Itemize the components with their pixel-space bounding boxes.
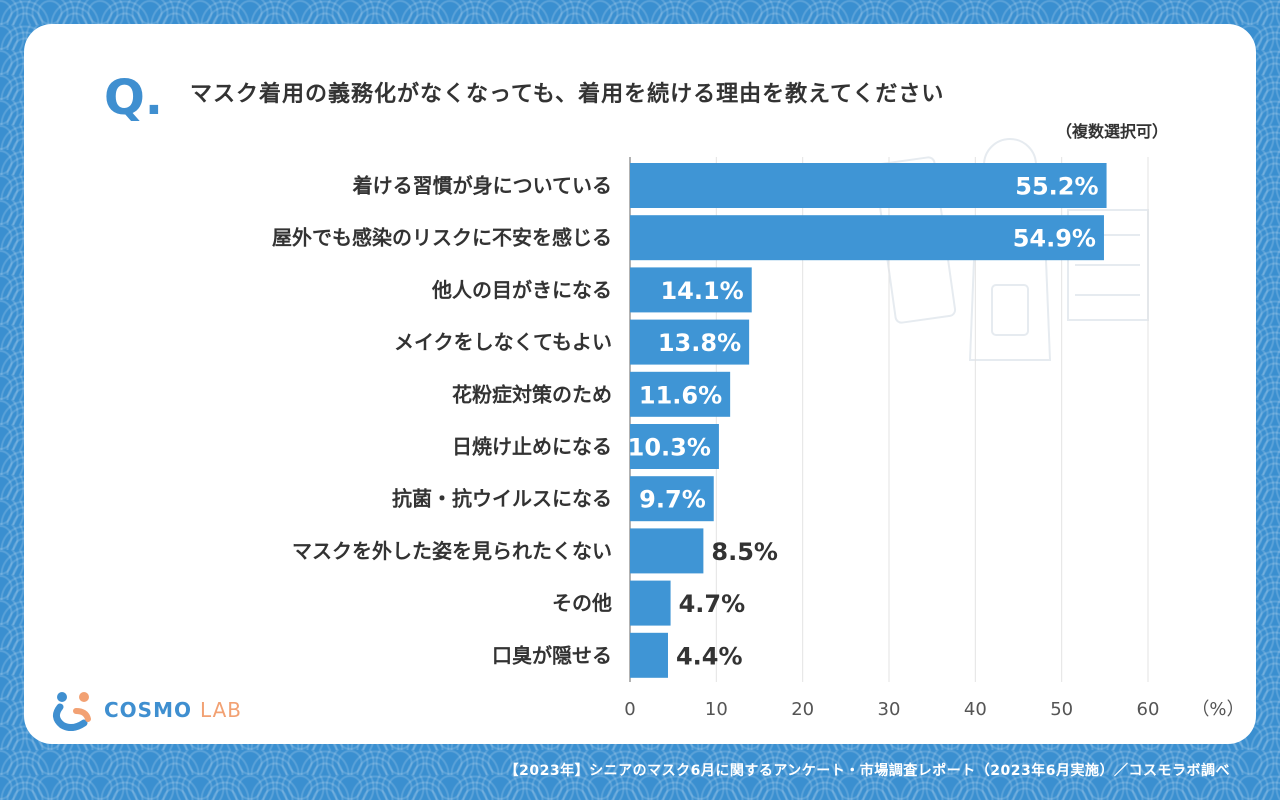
category-label-6: 日焼け止めになる [452, 435, 612, 459]
bar-8 [630, 528, 704, 574]
x-tick-label-10: 10 [705, 699, 728, 720]
bar-4 [630, 319, 750, 365]
category-label-1: 着ける習慣が身についている [352, 174, 612, 198]
logo-lab: LAB [199, 698, 242, 722]
x-tick-label-20: 20 [791, 699, 814, 720]
value-label-10: 4.4% [676, 642, 743, 670]
value-label-2: 54.9% [1013, 225, 1096, 253]
value-label-4: 13.8% [658, 329, 741, 357]
multiple-choice-note: （複数選択可） [1055, 122, 1168, 141]
value-label-9: 4.7% [679, 590, 746, 618]
value-label-3: 14.1% [660, 277, 743, 305]
value-label-8: 8.5% [711, 538, 778, 566]
category-label-3: 他人の目がきになる [431, 278, 612, 302]
bar-9 [630, 580, 671, 626]
cosmo-logo-icon [53, 692, 91, 731]
x-unit-label: （%） [1191, 699, 1244, 720]
category-label-5: 花粉症対策のため [452, 382, 612, 406]
bar-5 [630, 371, 731, 417]
value-label-7: 9.7% [639, 486, 706, 514]
logo-text: COSMO LAB [104, 698, 242, 722]
bar-3 [630, 267, 752, 313]
x-tick-label-30: 30 [878, 699, 901, 720]
category-label-8: マスクを外した姿を見られたくない [292, 539, 612, 563]
bar-6 [630, 424, 719, 469]
value-label-6: 10.3% [628, 434, 711, 462]
category-label-10: 口臭が隠せる [492, 643, 612, 667]
bar-10 [630, 632, 668, 678]
value-label-5: 11.6% [639, 381, 722, 409]
question-text: マスク着用の義務化がなくなっても、着用を続ける理由を教えてください [190, 82, 945, 107]
logo-cosmo: COSMO [104, 698, 192, 722]
bar-7 [630, 476, 714, 522]
value-label-1: 55.2% [1015, 173, 1098, 201]
category-label-7: 抗菌・抗ウイルスになる [392, 487, 612, 511]
cosmo-lab-logo: COSMO LAB [50, 688, 242, 732]
bar-1 [630, 163, 1107, 208]
source-footer: 【2023年】シニアのマスク6月に関するアンケート・市場調査レポート（2023年… [504, 763, 1230, 779]
question-mark: Q. [104, 70, 164, 126]
x-tick-label-40: 40 [964, 699, 987, 720]
category-label-9: その他 [552, 591, 612, 615]
category-label-4: メイクをしなくてもよい [394, 330, 612, 354]
category-label-2: 屋外でも感染のリスクに不安を感じる [272, 226, 612, 250]
x-tick-label-60: 60 [1137, 699, 1160, 720]
bar-2 [630, 215, 1104, 261]
x-tick-label-0: 0 [624, 699, 635, 720]
x-tick-label-50: 50 [1050, 699, 1073, 720]
